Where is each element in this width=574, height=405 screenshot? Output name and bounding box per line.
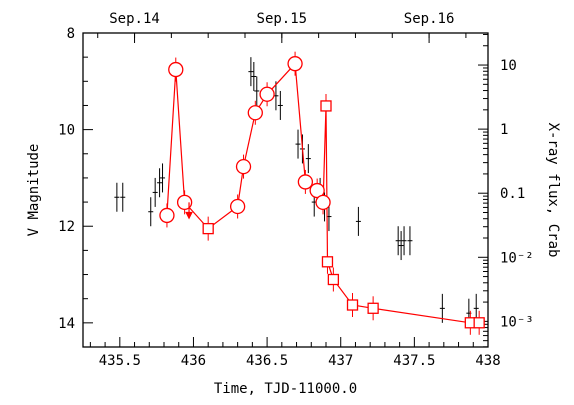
y-left-tick-label: 10 [58, 123, 75, 139]
optical-point [401, 226, 407, 256]
x-tick-label: 435.5 [99, 353, 141, 369]
optical-point [407, 226, 413, 256]
x-axis-label: Time, TJD-11000.0 [214, 381, 357, 397]
plot-border [82, 32, 489, 348]
optical-point [254, 76, 260, 106]
xray-square-point [321, 256, 334, 268]
optical-point [160, 163, 166, 193]
xray-square-point [320, 100, 332, 112]
xray-circle-point [159, 207, 175, 224]
optical-point [248, 57, 254, 87]
x-tick-label: 437 [328, 353, 353, 369]
optical-point [157, 168, 163, 198]
xray-upper-limit-arrow [185, 202, 193, 220]
xray-circle-point [176, 194, 193, 210]
plot-frame [82, 32, 489, 348]
x-tick-label: 436.5 [246, 353, 288, 369]
optical-point [277, 90, 283, 120]
y-left-tick-label: 8 [67, 26, 75, 42]
xray-square-point [327, 273, 340, 286]
x-tick-label: 437.5 [393, 353, 435, 369]
xray-square-point [202, 222, 214, 235]
y-axis-label-right: X-ray flux, Crab [545, 123, 561, 258]
optical-point [439, 293, 445, 323]
axis-text: Time, TJD-11000.0 V Magnitude X-ray flux… [26, 11, 561, 397]
y-right-tick-label: 10 [500, 58, 517, 74]
xray-circle-point [297, 174, 314, 190]
xray-circle-point [259, 86, 275, 102]
xray-square-point [367, 302, 379, 314]
top-date-label: Sep.15 [257, 11, 308, 27]
optical-point [395, 226, 401, 256]
top-date-label: Sep.14 [109, 11, 160, 27]
top-date-label: Sep.16 [404, 11, 455, 27]
optical-point [152, 177, 158, 207]
optical-point [120, 182, 126, 212]
axis-ticks [83, 32, 489, 348]
xray-circle-point [229, 198, 246, 215]
y-right-tick-label: 0.1 [500, 186, 525, 202]
xray-circle-point [247, 105, 263, 121]
optical-point [148, 197, 154, 227]
optical-point [355, 206, 361, 236]
y-right-tick-label: 10⁻² [500, 250, 534, 266]
optical-point [114, 182, 120, 212]
optical-point [398, 231, 404, 261]
x-tick-label: 438 [475, 353, 500, 369]
xray-circle-point [287, 56, 303, 72]
upper-limit-head [185, 211, 193, 220]
y-left-tick-label: 12 [58, 219, 75, 235]
y-right-tick-label: 1 [500, 122, 508, 138]
xray-circle-point [235, 158, 252, 175]
xray-square-point [473, 317, 485, 329]
data-layer [114, 51, 485, 335]
optical-point [295, 129, 301, 159]
xray-square-point [346, 299, 359, 311]
y-axis-label-left: V Magnitude [26, 144, 42, 237]
xray-circle-point [315, 194, 331, 210]
y-right-tick-label: 10⁻³ [500, 314, 534, 330]
xray-circle-point [168, 61, 184, 78]
x-tick-label: 436 [181, 353, 206, 369]
optical-point [251, 61, 257, 91]
optical-point [305, 144, 311, 174]
y-left-tick-label: 14 [58, 316, 75, 332]
